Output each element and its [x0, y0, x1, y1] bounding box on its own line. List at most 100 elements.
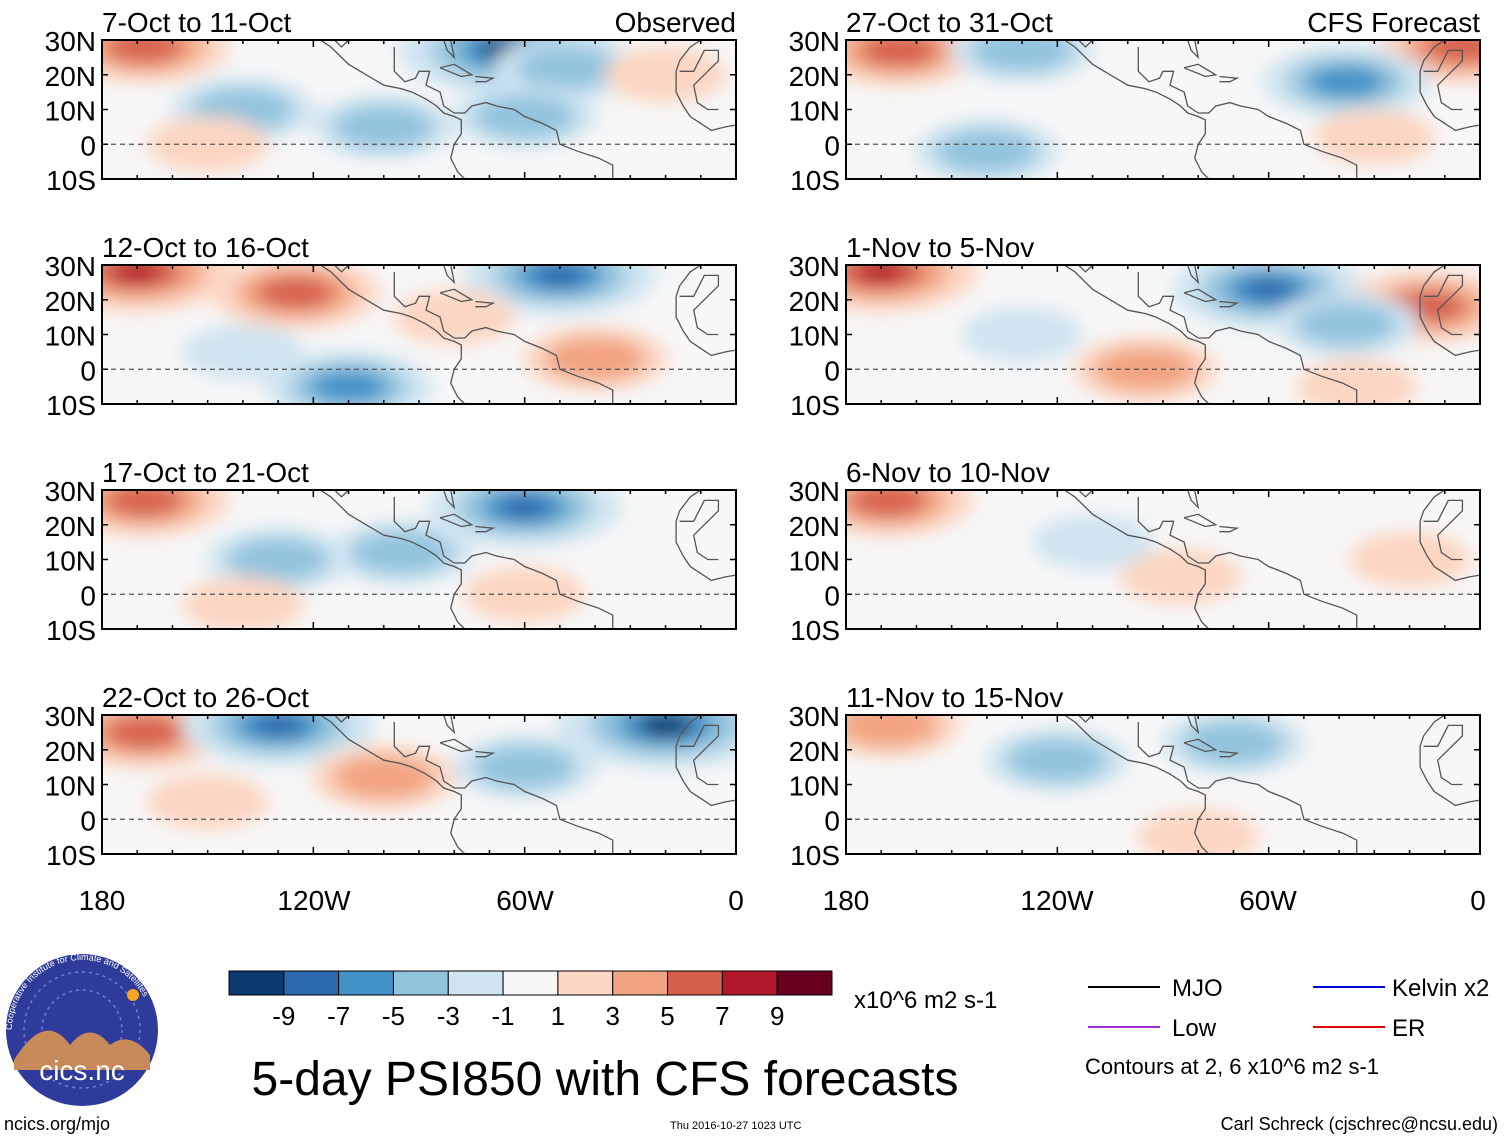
psi-anomaly-core [638, 715, 693, 738]
y-tick-label: 10N [45, 96, 96, 127]
coastline [443, 715, 456, 735]
coastline [1183, 63, 1218, 78]
y-tick-label: 10N [45, 771, 96, 802]
coastline [393, 271, 614, 404]
psi-anomaly-inner [106, 40, 183, 64]
y-tick-label: 30N [789, 476, 840, 507]
coastline [334, 490, 350, 498]
psi-anomaly-outer [146, 773, 269, 830]
coastline [675, 40, 736, 132]
cics-logo: cics.nc Cooperative Institute for Climat… [4, 952, 158, 1106]
y-tick-label: 10S [46, 840, 96, 871]
coastline [679, 274, 720, 336]
psi-anomaly-mid [227, 537, 330, 582]
figure-title: 5-day PSI850 with CFS forecasts [252, 1053, 959, 1106]
psi-anomaly-outer [1119, 548, 1242, 605]
y-tick-label: 30N [45, 476, 96, 507]
psi-anomaly-core [112, 265, 162, 284]
psi-anomaly-outer [1295, 358, 1418, 404]
y-tick-label: 0 [80, 130, 96, 161]
colorbar-units: x10^6 m2 s-1 [854, 987, 997, 1014]
coastline [475, 300, 496, 308]
y-tick-label: 30N [789, 251, 840, 282]
psi-anomaly-outer [393, 289, 516, 346]
coastline [393, 496, 614, 629]
y-tick-label: 10N [789, 321, 840, 352]
coastline [1137, 722, 1358, 854]
colorbar-label: -5 [382, 1001, 405, 1031]
panel-period-title: 22-Oct to 26-Oct [102, 682, 309, 713]
psi-anomaly-outer [1031, 514, 1154, 571]
coastline [1419, 715, 1480, 807]
psi-anomaly-inner [1424, 40, 1480, 64]
colorbar-label: 3 [605, 1001, 619, 1031]
psi-anomaly-mid [935, 128, 1038, 174]
y-tick-label: 10S [46, 615, 96, 646]
colorbar-label: 1 [551, 1001, 565, 1031]
y-tick-label: 10S [790, 840, 840, 871]
y-tick-label: 10S [790, 390, 840, 421]
coastline [1137, 271, 1358, 404]
coastline [1419, 490, 1480, 582]
colorbar-label: -9 [272, 1001, 295, 1031]
y-tick-label: 20N [45, 736, 96, 767]
legend-mjo-label: MJO [1172, 975, 1223, 1002]
colorbar-segment [667, 970, 723, 996]
footer-timestamp: Thu 2016-10-27 1023 UTC [670, 1120, 802, 1132]
panel-period-title: 6-Nov to 10-Nov [846, 457, 1050, 488]
y-tick-label: 0 [824, 355, 840, 386]
coastline [1419, 40, 1480, 132]
colorbar-segment [228, 970, 285, 996]
psi-anomaly-mid [1182, 720, 1285, 766]
coastlines [320, 265, 736, 404]
psi-anomaly-mid [971, 40, 1074, 73]
logo-spiral [41, 989, 123, 1071]
coastline [475, 75, 496, 83]
coastline [1183, 288, 1218, 303]
y-tick-label: 10N [789, 546, 840, 577]
psi-anomaly-core [500, 496, 549, 519]
coastline [679, 49, 720, 111]
y-tick-label: 20N [45, 511, 96, 542]
coastline [1423, 274, 1464, 336]
panel-period-title: 27-Oct to 31-Oct [846, 7, 1053, 38]
x-tick-label: 180 [79, 885, 126, 916]
y-tick-label: 30N [45, 701, 96, 732]
legend-kelvin-label: Kelvin x2 [1392, 975, 1489, 1002]
colorbar-segment [721, 970, 778, 996]
y-tick-label: 20N [789, 61, 840, 92]
psi-anomaly-mid [544, 336, 647, 382]
psi-anomaly-core [535, 265, 585, 287]
y-tick-label: 0 [824, 130, 840, 161]
coastline [1187, 40, 1200, 60]
colorbar-segment [776, 970, 833, 996]
coastline [1219, 525, 1240, 533]
coastline [439, 513, 474, 528]
coastline [1419, 265, 1480, 357]
colorbar-segment [612, 970, 669, 996]
y-tick-label: 10S [46, 165, 96, 196]
y-tick-label: 10N [45, 546, 96, 577]
coastline [1187, 715, 1200, 735]
coastline [1187, 490, 1200, 510]
coastline [1423, 49, 1464, 111]
y-tick-label: 10S [790, 615, 840, 646]
coastline [334, 40, 350, 48]
coastline [320, 490, 466, 629]
colorbar-label: -1 [492, 1001, 515, 1031]
psi-anomaly-core [1244, 278, 1293, 301]
psi-anomaly-outer [1313, 109, 1436, 166]
coastline [475, 750, 496, 758]
y-tick-label: 10N [45, 321, 96, 352]
y-tick-label: 0 [824, 580, 840, 611]
x-tick-label: 60W [1239, 885, 1297, 916]
contour-legend: MJO Kelvin x2 Low ER Contours at 2, 6 x1… [1085, 975, 1489, 1079]
psi-anomaly-inner [1307, 65, 1385, 98]
coastline [443, 40, 456, 60]
coastline [439, 288, 474, 303]
coastline [320, 40, 466, 179]
